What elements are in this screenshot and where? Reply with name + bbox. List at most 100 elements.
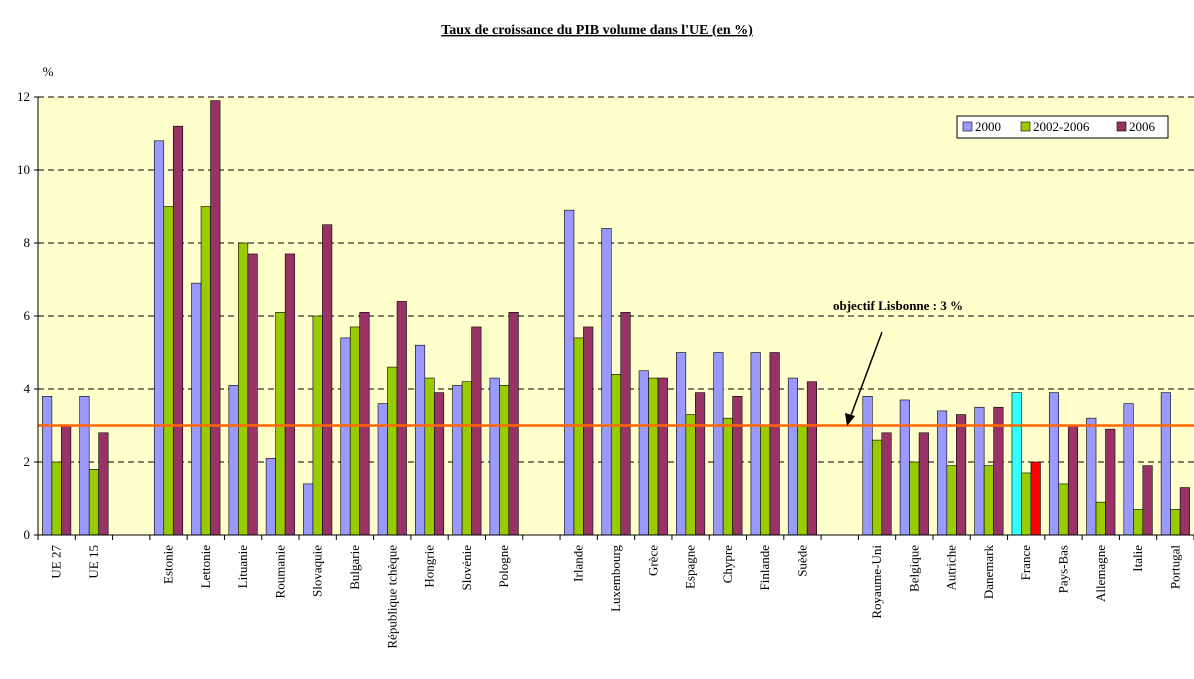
bar — [163, 206, 174, 536]
legend-swatch — [1020, 121, 1031, 132]
x-tick-label: Estonie — [161, 545, 176, 584]
bar — [1058, 483, 1069, 536]
bar — [760, 425, 771, 536]
x-tick-label: Allemagne — [1093, 545, 1108, 602]
bar — [695, 392, 706, 536]
bar — [1133, 509, 1144, 536]
bar — [210, 100, 221, 536]
bar — [51, 461, 62, 536]
bar — [956, 414, 967, 536]
bar — [1021, 472, 1032, 536]
bar — [983, 465, 994, 536]
bar — [200, 206, 211, 536]
bar — [191, 282, 202, 536]
x-tick-label: Slovaquie — [310, 545, 325, 597]
bar — [750, 352, 761, 536]
bar — [508, 312, 519, 536]
bar — [499, 385, 510, 536]
x-tick-label: Royaume-Uni — [869, 545, 884, 619]
bar — [424, 377, 435, 536]
x-tick-label: Danemark — [981, 545, 996, 600]
bar — [1086, 417, 1097, 536]
y-tick-label: 12 — [17, 89, 30, 104]
x-tick-label: UE 15 — [86, 545, 101, 579]
bar — [88, 468, 99, 536]
x-tick-label: Pologne — [496, 545, 511, 588]
x-tick-label: Grèce — [645, 545, 660, 576]
bar — [79, 395, 90, 536]
bar — [359, 312, 370, 536]
bar — [377, 403, 388, 536]
bar — [797, 425, 808, 536]
bar — [1095, 501, 1106, 536]
bar — [937, 410, 948, 536]
x-tick-label: Roumanie — [272, 545, 287, 599]
x-tick-label: Italie — [1130, 545, 1145, 572]
bar — [238, 242, 249, 536]
bar — [862, 395, 873, 536]
x-tick-label: Pays-Bas — [1055, 545, 1070, 593]
bar — [42, 395, 53, 536]
bar — [732, 395, 743, 536]
bar — [918, 432, 929, 536]
x-tick-label: France — [1018, 545, 1033, 581]
bar — [573, 337, 584, 536]
x-tick-label: Luxembourg — [608, 545, 623, 612]
bar — [275, 312, 286, 536]
x-tick-label: République tchèque — [384, 545, 399, 649]
bar — [657, 377, 668, 536]
bar — [871, 439, 883, 536]
bar — [1030, 461, 1041, 536]
bar — [676, 352, 687, 536]
y-tick-label: 10 — [17, 162, 30, 177]
bar — [1067, 425, 1079, 536]
bar — [583, 326, 594, 536]
bar — [461, 381, 472, 536]
bar — [433, 392, 445, 536]
bar — [713, 352, 724, 536]
legend-swatch — [1116, 121, 1127, 132]
bar — [1142, 465, 1153, 536]
chart-title: Taux de croissance du PIB volume dans l'… — [441, 23, 753, 38]
bar — [648, 377, 659, 536]
bar — [414, 344, 426, 536]
bar — [247, 253, 258, 536]
bar — [909, 461, 920, 536]
legend-box — [956, 115, 1169, 139]
bar — [769, 352, 780, 536]
bar — [396, 301, 407, 536]
bar — [806, 381, 818, 536]
bar — [1123, 403, 1134, 536]
annotation: objectif Lisbonne : 3 % — [833, 298, 963, 313]
y-tick-label: 2 — [24, 454, 31, 469]
bar — [228, 385, 239, 536]
legend-label: 2006 — [1129, 119, 1156, 134]
x-tick-label: Slovénie — [459, 545, 474, 591]
legend-label: 2000 — [975, 119, 1001, 134]
bar — [899, 399, 910, 536]
bar — [787, 377, 799, 536]
bar — [349, 326, 361, 536]
x-tick-label: UE 27 — [49, 545, 64, 579]
bar — [610, 374, 622, 536]
legend-swatch — [962, 121, 973, 132]
y-tick-label: 0 — [24, 527, 31, 542]
y-tick-label: 6 — [24, 308, 31, 323]
bar — [61, 425, 72, 536]
bar — [601, 228, 612, 536]
x-tick-label: Lituanie — [235, 545, 250, 589]
bar — [1105, 428, 1116, 536]
x-tick-label: Irlande — [571, 545, 586, 582]
x-tick-label: Belgique — [906, 545, 921, 592]
y-tick-label: 4 — [24, 381, 31, 396]
bar — [881, 432, 892, 536]
bar — [265, 458, 276, 536]
x-tick-label: Autriche — [944, 545, 959, 591]
bar — [471, 326, 482, 536]
bar — [340, 337, 351, 536]
bar — [489, 377, 500, 536]
x-tick-label: Finlande — [757, 545, 772, 591]
bar — [722, 417, 733, 536]
bar — [1011, 392, 1022, 536]
